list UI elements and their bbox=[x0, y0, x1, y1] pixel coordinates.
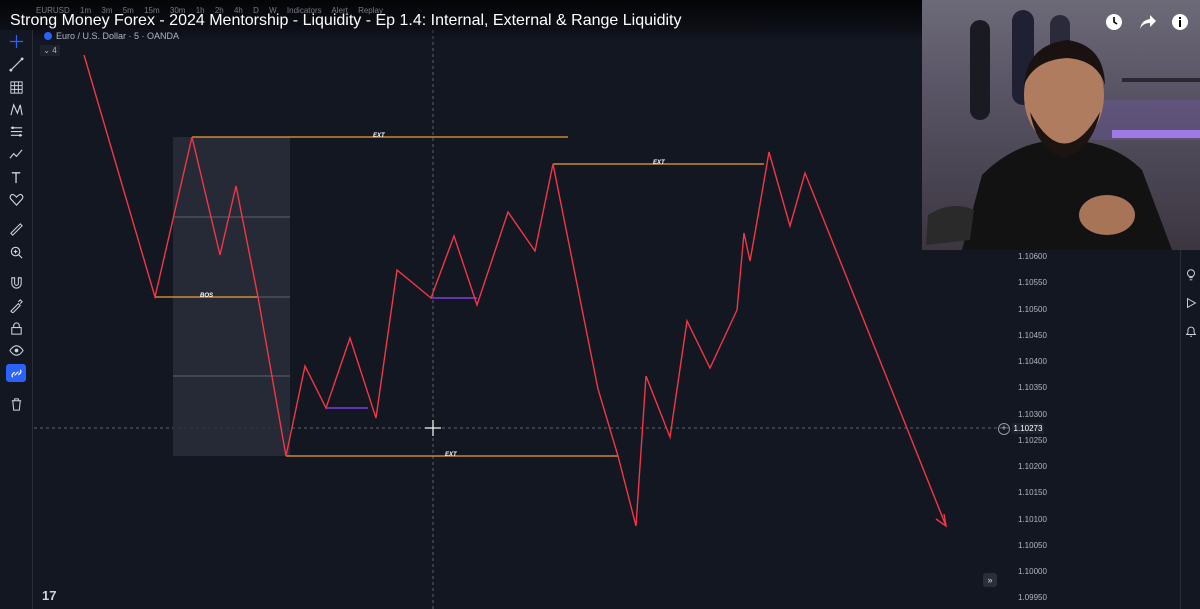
timeframe-d[interactable]: D bbox=[253, 6, 259, 15]
presenter-image bbox=[926, 10, 1200, 250]
heart-icon[interactable] bbox=[6, 190, 26, 208]
price-tick: 1.10550 bbox=[1018, 278, 1047, 287]
scroll-to-realtime-button[interactable]: » bbox=[983, 573, 997, 587]
drawing-toolbar bbox=[0, 30, 33, 609]
info-icon[interactable] bbox=[1170, 12, 1190, 32]
timeframe-1h[interactable]: 1h bbox=[195, 6, 205, 15]
position-icon[interactable] bbox=[6, 122, 26, 140]
watch-later-icon[interactable] bbox=[1104, 12, 1124, 32]
price-tick: 1.10600 bbox=[1018, 252, 1047, 261]
timeframe-w[interactable]: W bbox=[269, 6, 277, 15]
share-icon[interactable] bbox=[1138, 12, 1158, 32]
symbol-legend: Euro / U.S. Dollar · 5 · OANDA bbox=[44, 31, 179, 41]
price-tick: 1.10150 bbox=[1018, 488, 1047, 497]
zoom-icon[interactable] bbox=[6, 243, 26, 261]
lock-draw-icon[interactable] bbox=[6, 296, 26, 314]
forecast-icon[interactable] bbox=[6, 145, 26, 163]
instrument-name: Euro / U.S. Dollar · 5 · OANDA bbox=[56, 31, 180, 41]
lock-icon[interactable] bbox=[6, 319, 26, 337]
trend-line-icon[interactable] bbox=[6, 55, 26, 73]
ext-label-top-right: EXT bbox=[653, 160, 665, 166]
price-tick: 1.09950 bbox=[1018, 593, 1047, 602]
right-toolbar bbox=[1180, 240, 1200, 609]
price-tick: 1.10050 bbox=[1018, 541, 1047, 550]
pattern-icon[interactable] bbox=[6, 100, 26, 118]
price-tick: 1.10100 bbox=[1018, 515, 1047, 524]
video-title[interactable]: Strong Money Forex - 2024 Mentorship - L… bbox=[10, 12, 682, 29]
text-icon[interactable] bbox=[6, 168, 26, 186]
lightbulb-icon[interactable] bbox=[1184, 268, 1198, 282]
price-tick: 1.10450 bbox=[1018, 331, 1047, 340]
indicators-button[interactable]: Indicators bbox=[286, 6, 322, 15]
webcam-overlay bbox=[922, 0, 1200, 250]
bell-icon[interactable] bbox=[1184, 324, 1198, 338]
ext-label-top-left: EXT bbox=[373, 133, 385, 139]
timeframe-5m[interactable]: 5m bbox=[122, 6, 134, 15]
price-tick: 1.10300 bbox=[1018, 410, 1047, 419]
ruler-icon[interactable] bbox=[6, 220, 26, 238]
crosshair-icon[interactable] bbox=[6, 32, 26, 50]
eye-icon[interactable] bbox=[6, 341, 26, 359]
play-icon[interactable] bbox=[1184, 296, 1198, 310]
current-price-label: 1.10273 bbox=[1012, 423, 1044, 434]
add-alert-icon[interactable]: + bbox=[998, 423, 1010, 435]
price-tick: 1.10500 bbox=[1018, 305, 1047, 314]
trash-icon[interactable] bbox=[6, 395, 26, 413]
price-tick: 1.10350 bbox=[1018, 383, 1047, 392]
symbol-search[interactable]: EURUSD bbox=[36, 6, 70, 15]
price-tick: 1.10000 bbox=[1018, 567, 1047, 576]
currency-flag-icon bbox=[44, 32, 52, 40]
legend-count: 4 bbox=[52, 46, 57, 55]
tradingview-logo: 17 bbox=[42, 588, 57, 603]
price-tick: 1.10400 bbox=[1018, 357, 1047, 366]
alert-button[interactable]: Alert bbox=[331, 6, 348, 15]
timeframe-4h[interactable]: 4h bbox=[233, 6, 243, 15]
price-path bbox=[83, 54, 947, 527]
arrow-head bbox=[935, 513, 947, 528]
timeframe-2h[interactable]: 2h bbox=[214, 6, 224, 15]
bos-label: BOS bbox=[200, 293, 214, 299]
price-tick: 1.10200 bbox=[1018, 462, 1047, 471]
timeframe-1m[interactable]: 1m bbox=[80, 6, 92, 15]
price-axis[interactable]: 1.10600 1.10550 1.10500 1.10450 1.10400 … bbox=[1010, 240, 1180, 609]
magnet-icon[interactable] bbox=[6, 273, 26, 291]
youtube-controls bbox=[1104, 12, 1194, 34]
legend-collapse-button[interactable]: ⌄ 4 bbox=[40, 45, 60, 56]
timeframe-3m[interactable]: 3m bbox=[101, 6, 113, 15]
fib-grid-icon[interactable] bbox=[6, 78, 26, 96]
timeframe-30m[interactable]: 30m bbox=[169, 6, 186, 15]
link-icon[interactable] bbox=[6, 364, 26, 382]
price-tick: 1.10250 bbox=[1018, 436, 1047, 445]
replay-button[interactable]: Replay bbox=[358, 6, 383, 15]
timeframe-15m[interactable]: 15m bbox=[144, 6, 160, 15]
ext-label-bottom: EXT bbox=[445, 452, 457, 458]
video-title-bar bbox=[0, 0, 922, 42]
tv-header: EURUSD 1m 3m 5m 15m 30m 1h 2h 4h D W Ind… bbox=[36, 6, 391, 20]
